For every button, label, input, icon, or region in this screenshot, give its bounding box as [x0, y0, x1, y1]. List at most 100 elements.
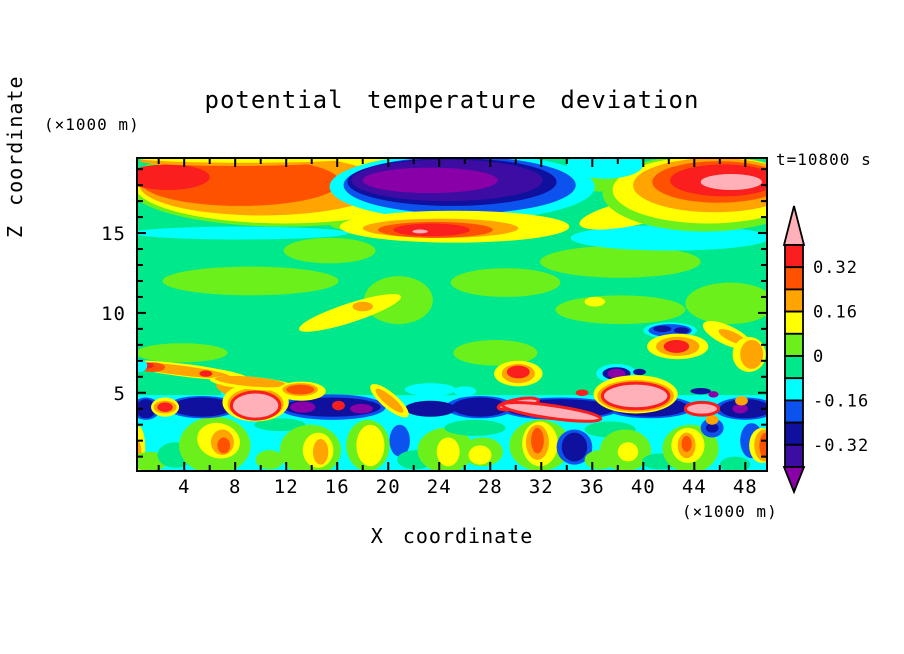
field-feature: [617, 442, 639, 462]
field-feature: [362, 167, 498, 194]
field-feature: [349, 403, 373, 414]
field-feature: [681, 435, 692, 452]
field-feature: [290, 401, 316, 413]
field-feature: [700, 173, 762, 190]
colorbar-segment: [784, 421, 804, 446]
x-tick-label: 48: [733, 476, 758, 498]
field-feature: [352, 301, 373, 312]
time-annotation: t=10800 s: [776, 150, 872, 169]
field-feature: [171, 397, 233, 417]
x-tick-label: 24: [427, 476, 452, 498]
field-feature: [633, 368, 646, 376]
field-feature: [254, 418, 306, 432]
field-feature: [255, 450, 284, 470]
colorbar-segment: [784, 266, 804, 291]
x-tick-label: 36: [580, 476, 605, 498]
colorbar-segment: [784, 443, 804, 468]
field-feature: [137, 164, 210, 190]
field-feature: [137, 158, 356, 163]
field-feature: [500, 401, 603, 423]
colorbar-segment: [784, 399, 804, 424]
field-feature: [444, 419, 506, 436]
field-feature: [453, 386, 477, 396]
field-feature: [732, 403, 748, 414]
z-tick-label: 5: [114, 383, 126, 405]
field-feature: [214, 375, 287, 388]
colorbar: 0.32 0.16 0 -0.16 -0.32: [782, 205, 869, 495]
field-feature: [332, 400, 345, 411]
field-feature: [690, 387, 711, 395]
field-feature: [600, 381, 671, 411]
colorbar-segment: [784, 288, 804, 313]
field-feature: [468, 445, 492, 465]
x-tick-label: 32: [529, 476, 554, 498]
field-feature: [685, 282, 767, 325]
field-feature: [531, 427, 544, 454]
field-feature: [719, 456, 751, 471]
field-feature: [393, 223, 470, 237]
field-feature: [705, 423, 719, 433]
colorbar-tick-label: 0.32: [813, 258, 858, 278]
field-feature: [436, 437, 460, 467]
field-feature: [137, 399, 157, 419]
field-feature: [404, 400, 456, 417]
field-feature: [708, 391, 719, 398]
x-tick-label: 12: [274, 476, 299, 498]
z-tick-label: 10: [101, 303, 126, 325]
field-feature: [566, 158, 644, 179]
field-feature: [735, 395, 748, 406]
x-axis-title: X coordinate: [370, 524, 534, 548]
field-feature: [389, 424, 410, 457]
field-feature: [759, 432, 767, 459]
field-feature: [217, 437, 231, 454]
plot-title: potential temperature deviation: [204, 86, 700, 114]
colorbar-arrow-bottom: [782, 466, 806, 495]
field-feature: [607, 368, 626, 379]
field-feature: [312, 439, 329, 465]
field-feature: [283, 237, 376, 264]
x-tick-label: 20: [376, 476, 401, 498]
x-axis-unit-label: (×1000 m): [682, 502, 778, 521]
field-feature: [450, 268, 561, 297]
x-tick-label: 16: [325, 476, 350, 498]
field-feature: [137, 343, 228, 363]
z-axis-unit-label: (×1000 m): [44, 115, 140, 134]
field-feature: [506, 365, 530, 379]
colorbar-tick-label: 0.16: [813, 303, 858, 323]
colorbar-tick-label: 0: [813, 347, 824, 367]
field-feature: [663, 340, 690, 353]
field-feature: [453, 340, 538, 366]
colorbar-segment: [784, 377, 804, 402]
field-feature: [412, 229, 428, 234]
colorbar-segment: [784, 244, 804, 269]
field-feature: [539, 245, 701, 278]
colorbar-segment: [784, 310, 804, 335]
colorbar-arrow-top: [782, 205, 806, 246]
field-feature: [356, 424, 385, 467]
field-feature: [653, 325, 672, 333]
field-feature: [740, 340, 764, 369]
colorbar-segment: [784, 355, 804, 380]
colorbar-tick-label: -0.16: [813, 391, 869, 411]
field-feature: [452, 397, 509, 417]
field-feature: [137, 226, 349, 240]
field-feature: [555, 295, 686, 325]
field-feature: [375, 388, 404, 413]
field-feature: [575, 389, 589, 396]
field-feature: [298, 294, 402, 332]
colorbar-tick-label: -0.32: [813, 436, 869, 456]
field-feature: [404, 383, 456, 396]
field-feature: [286, 384, 315, 395]
field-feature: [584, 450, 616, 470]
x-tick-label: 4: [178, 476, 190, 498]
field-feature: [137, 359, 148, 372]
field-feature: [162, 266, 339, 296]
x-tick-label: 28: [478, 476, 503, 498]
z-tick-label: 15: [101, 223, 126, 245]
x-tick-label: 44: [682, 476, 707, 498]
axis-ticks: [137, 158, 767, 471]
plot-frame: [136, 157, 768, 472]
field-feature: [199, 370, 213, 377]
